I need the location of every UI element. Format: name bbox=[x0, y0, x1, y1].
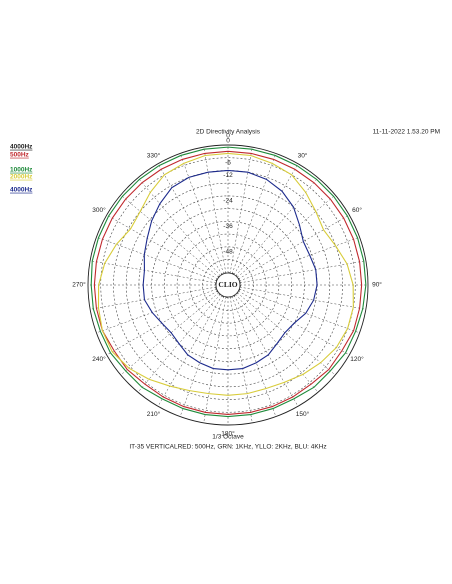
r-tick-label: 0 bbox=[226, 138, 230, 145]
spoke bbox=[239, 236, 360, 282]
spoke bbox=[179, 153, 225, 274]
spoke bbox=[120, 194, 219, 278]
spoke bbox=[203, 296, 227, 423]
spoke bbox=[137, 294, 221, 393]
center-disc bbox=[215, 272, 241, 298]
spoke bbox=[235, 294, 319, 393]
spoke bbox=[231, 153, 277, 274]
grid-ring bbox=[151, 208, 305, 362]
angle-tick-label: 150° bbox=[296, 410, 310, 418]
chart-title: 2D Directivity Analysis bbox=[196, 129, 261, 136]
spoke bbox=[233, 295, 299, 407]
spoke bbox=[239, 286, 366, 310]
angle-tick-label: 240° bbox=[92, 355, 106, 363]
grid-ring bbox=[202, 259, 254, 311]
spoke bbox=[233, 163, 299, 275]
spoke bbox=[237, 292, 336, 376]
spoke bbox=[239, 288, 360, 334]
spoke bbox=[106, 214, 218, 280]
spoke bbox=[179, 296, 225, 417]
spoke bbox=[96, 236, 217, 282]
legend-entry: 2000Hz bbox=[10, 174, 33, 181]
spoke bbox=[120, 292, 219, 376]
grid-ring bbox=[189, 246, 267, 324]
spoke bbox=[231, 296, 277, 417]
angle-tick-label: 330° bbox=[147, 152, 161, 160]
grid-ring bbox=[113, 170, 343, 400]
r-tick-label: -36 bbox=[223, 223, 233, 230]
r-tick-label: -12 bbox=[223, 172, 233, 179]
spoke bbox=[96, 288, 217, 334]
angle-tick-label: 300° bbox=[92, 206, 106, 214]
spoke bbox=[235, 177, 319, 276]
spoke bbox=[90, 260, 217, 284]
r-tick-label: -6 bbox=[225, 159, 231, 166]
series-line bbox=[90, 146, 367, 418]
spoke bbox=[157, 163, 223, 275]
angle-tick-label: 180° bbox=[221, 430, 235, 438]
spoke bbox=[90, 286, 217, 310]
spoke bbox=[237, 194, 336, 278]
r-tick-label: -24 bbox=[223, 198, 233, 205]
outer-ring bbox=[87, 144, 369, 426]
grid-ring bbox=[100, 157, 356, 413]
subtitle: 1/3 Octave bbox=[212, 434, 244, 441]
grid-ring bbox=[176, 233, 280, 337]
spoke bbox=[239, 260, 366, 284]
r-tick-label: -48 bbox=[223, 249, 233, 256]
timestamp: 11-11-2022 1.53.20 PM bbox=[373, 129, 440, 136]
angle-tick-label: 270° bbox=[72, 281, 86, 289]
series-line bbox=[93, 150, 363, 415]
legend-title: 4000Hz bbox=[10, 144, 33, 151]
series-line bbox=[142, 169, 318, 371]
angle-tick-label: 210° bbox=[147, 410, 161, 418]
grid-ring bbox=[214, 271, 242, 299]
angle-tick-label: 60° bbox=[352, 206, 362, 214]
grid-ring bbox=[125, 182, 331, 388]
caption: IT-35 VERTICALRED: 500Hz, GRN: 1KHz, YLL… bbox=[129, 444, 326, 451]
center-label: CLIO bbox=[218, 280, 237, 289]
angle-tick-label: 90° bbox=[372, 281, 382, 289]
legend-entry: 4000Hz bbox=[10, 187, 33, 194]
angle-tick-label: 120° bbox=[350, 355, 364, 363]
legend-entry: 1000Hz bbox=[10, 167, 33, 174]
spoke bbox=[229, 296, 253, 423]
legend-entry: 500Hz bbox=[10, 152, 30, 159]
spoke bbox=[157, 295, 223, 407]
series-line bbox=[97, 152, 354, 396]
spoke bbox=[203, 147, 227, 274]
angle-tick-label: 30° bbox=[298, 152, 308, 160]
spoke bbox=[137, 177, 221, 276]
spoke bbox=[229, 147, 253, 274]
angle-tick-label: 0 bbox=[226, 133, 230, 140]
grid-ring bbox=[164, 221, 292, 349]
spoke bbox=[238, 214, 350, 280]
